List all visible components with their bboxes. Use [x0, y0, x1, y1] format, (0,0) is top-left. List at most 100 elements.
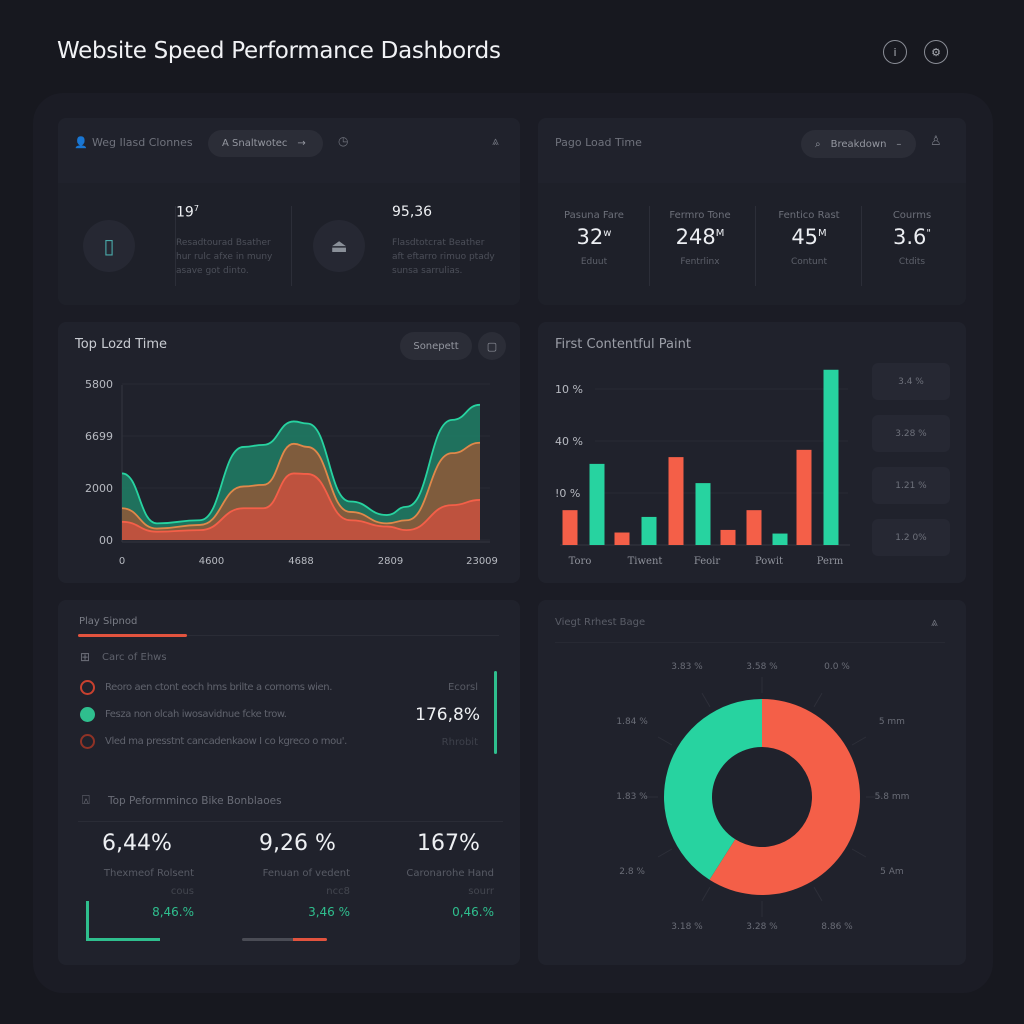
leader-line [701, 692, 711, 708]
metric-value-text: 32 [576, 225, 604, 249]
filter-pill[interactable]: A Snaltwotec → [208, 130, 323, 157]
stat-label: Rhrobit [441, 737, 478, 748]
y-tick-label: 00 [99, 534, 113, 547]
progress-indicator [494, 671, 497, 754]
list-item[interactable]: Reoro aen ctont eoch hms brilte a cornom… [80, 680, 332, 695]
x-tick-label: Tiwent [628, 556, 663, 567]
badge-icon[interactable]: ♙ [930, 134, 942, 149]
metric: Fermro Tone 248M Fentrlinx [650, 210, 750, 267]
x-tick-label: 4600 [199, 556, 224, 567]
warning-icon [80, 734, 95, 749]
tab-play-speed[interactable]: Play Sipnod [79, 616, 138, 627]
person-icon[interactable]: ⩓ [931, 615, 938, 629]
user-icon: 👤 [74, 136, 88, 149]
grid-icon: ⊞ [80, 650, 91, 664]
bar [823, 369, 839, 545]
side-value: 1.2 0% [872, 519, 950, 556]
metric-value: 3.6" [862, 225, 962, 249]
metric-value: 45M [759, 225, 859, 249]
divider [175, 206, 176, 286]
leader-line [851, 848, 867, 858]
list-text: Fesza non olcah iwosavidnue fcke trow. [105, 709, 287, 720]
donut-label: 3.83 % [671, 662, 703, 673]
metrics-row [538, 183, 966, 305]
bar [668, 457, 684, 545]
donut-label: 0.0 % [824, 662, 850, 673]
section-title: Top Peformminco Bike Bonblaoes [108, 795, 282, 807]
bar [772, 533, 788, 545]
divider [861, 206, 862, 286]
battery-icon: ▯ [83, 220, 135, 272]
list-item[interactable]: Fesza non olcah iwosavidnue fcke trow. [80, 707, 287, 722]
y-tick-label: 2000 [85, 482, 113, 495]
leader-line [813, 886, 823, 902]
x-tick-label: 4688 [288, 556, 313, 567]
section-title: Carc of Ehws [102, 652, 167, 663]
bar [695, 483, 711, 545]
donut-label: 3.58 % [746, 662, 778, 672]
list-item[interactable]: Vled ma presstnt cancadenkaow I co kgrec… [80, 734, 347, 749]
metric: Pasuna Fare 32w Eduut [544, 210, 644, 267]
stat-value: 197 [176, 204, 199, 221]
area-series-line [121, 441, 481, 530]
donut-label: 2.8 % [619, 867, 645, 877]
stats-row [58, 183, 520, 305]
stat-unit: 7 [193, 204, 199, 213]
panel-title: Top Lozd Time [75, 337, 168, 352]
person-icon[interactable]: ⩓ [492, 134, 499, 148]
clock-icon[interactable]: ◷ [338, 134, 349, 148]
search-pill[interactable]: ⌕ Breakdown – [801, 130, 916, 158]
page-load-panel: Pago Load Time ⌕ Breakdown – ♙ Pasuna Fa… [538, 118, 966, 305]
lock-icon: ⍓ [82, 793, 90, 808]
x-tick-label: Perm [817, 556, 844, 567]
donut-panel: Viegt Rrhest Bage ⩓ [538, 600, 966, 965]
perf-unit: ncc8 [326, 886, 350, 897]
check-icon [80, 707, 95, 722]
perf-value: 9,26 % [259, 831, 336, 856]
metric-value-text: 248 [675, 225, 716, 249]
trend-indicator [86, 901, 160, 941]
leader-line [813, 692, 823, 708]
panel-title: Weg Ilasd Clonnes [92, 136, 193, 149]
filter-pill[interactable]: Sonepett [400, 332, 472, 360]
metric-unit: M [715, 228, 725, 239]
divider [755, 206, 756, 286]
y-tick-label: 5800 [85, 378, 113, 391]
perf-value: 167% [417, 831, 480, 856]
metric-unit: M [818, 228, 827, 239]
donut-label: 5 Am [880, 867, 904, 877]
metric-value: 32w [544, 225, 644, 249]
donut-label: 3.18 % [671, 921, 703, 932]
donut-label: 1.84 % [616, 717, 648, 727]
metric-label: Pasuna Fare [564, 210, 624, 221]
divider [555, 642, 945, 643]
metric-unit: " [926, 228, 931, 239]
stat-desc: Flasdtotcrat Beather aft eftarro rimuo p… [392, 238, 495, 276]
stat-value-text: 19 [176, 204, 194, 221]
info-icon[interactable]: i [883, 40, 907, 64]
alert-icon [80, 680, 95, 695]
bookmark-icon[interactable]: ▢ [478, 332, 506, 360]
area-series-line [121, 403, 481, 525]
perf-label: Thexmeof Rolsent [103, 868, 194, 879]
bar [589, 463, 605, 545]
divider [78, 821, 503, 822]
stat-label: Ecorsl [447, 682, 478, 693]
perf-label: Caronarohe Hand [406, 868, 494, 879]
perf-delta: 0,46.% [452, 905, 494, 919]
y-tick-label: 10 % [555, 383, 583, 396]
donut-slice [709, 699, 860, 895]
perf-delta: 8,46.% [152, 905, 194, 919]
web-load-panel: 👤 Weg Ilasd Clonnes A Snaltwotec → ◷ ⩓ ▯… [58, 118, 520, 305]
bar [614, 532, 630, 545]
stat-value: 95,36 [392, 204, 433, 220]
leader-line [657, 736, 673, 746]
side-value: 1.21 % [872, 467, 950, 504]
perf-value: 6,44% [102, 831, 172, 856]
metric-label: Fentico Rast [778, 210, 840, 221]
divider [291, 206, 292, 286]
y-tick-label: !0 % [555, 487, 580, 500]
settings-icon[interactable]: ⚙ [924, 40, 948, 64]
